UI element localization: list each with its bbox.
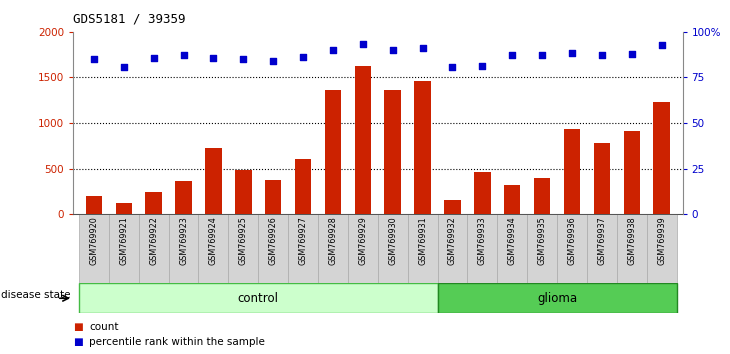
Point xyxy=(656,42,667,47)
Bar xyxy=(653,102,670,214)
Bar xyxy=(467,214,497,283)
Text: control: control xyxy=(238,292,279,305)
Point xyxy=(507,52,518,57)
Text: GSM769923: GSM769923 xyxy=(179,216,188,265)
Bar xyxy=(318,214,348,283)
Bar xyxy=(617,214,647,283)
Bar xyxy=(79,283,437,313)
Point xyxy=(148,56,160,61)
Bar xyxy=(564,130,580,214)
Text: percentile rank within the sample: percentile rank within the sample xyxy=(89,337,265,347)
Point xyxy=(297,55,309,60)
Bar xyxy=(415,81,431,214)
Text: GSM769929: GSM769929 xyxy=(358,216,367,265)
Text: GSM769931: GSM769931 xyxy=(418,216,427,265)
Point xyxy=(626,51,637,57)
Text: ■: ■ xyxy=(73,322,82,332)
Text: count: count xyxy=(89,322,118,332)
Point xyxy=(417,45,429,51)
Bar xyxy=(593,143,610,214)
Text: GSM769928: GSM769928 xyxy=(328,216,337,265)
Point xyxy=(237,56,249,62)
Bar xyxy=(587,214,617,283)
Text: GDS5181 / 39359: GDS5181 / 39359 xyxy=(73,12,185,25)
Bar xyxy=(437,214,467,283)
Text: ■: ■ xyxy=(73,337,82,347)
Bar xyxy=(325,90,341,214)
Bar xyxy=(79,214,109,283)
Text: disease state: disease state xyxy=(1,290,71,300)
Bar xyxy=(437,283,677,313)
Text: GSM769925: GSM769925 xyxy=(239,216,247,265)
Bar xyxy=(169,214,199,283)
Point xyxy=(387,47,399,53)
Bar xyxy=(85,196,102,214)
Bar xyxy=(145,192,162,214)
Text: GSM769922: GSM769922 xyxy=(149,216,158,265)
Bar xyxy=(474,172,491,214)
Bar xyxy=(504,185,520,214)
Point xyxy=(477,64,488,69)
Bar xyxy=(445,200,461,214)
Bar xyxy=(228,214,258,283)
Text: GSM769924: GSM769924 xyxy=(209,216,218,265)
Bar xyxy=(534,178,550,214)
Point xyxy=(207,56,219,61)
Bar xyxy=(175,181,192,214)
Bar xyxy=(647,214,677,283)
Text: GSM769939: GSM769939 xyxy=(657,216,666,265)
Point xyxy=(267,58,279,64)
Bar xyxy=(258,214,288,283)
Bar xyxy=(295,159,311,214)
Text: glioma: glioma xyxy=(537,292,577,305)
Text: GSM769938: GSM769938 xyxy=(627,216,637,265)
Bar xyxy=(115,203,132,214)
Point xyxy=(118,64,130,70)
Point xyxy=(88,56,100,62)
Bar xyxy=(288,214,318,283)
Bar xyxy=(205,148,222,214)
Bar xyxy=(139,214,169,283)
Text: GSM769934: GSM769934 xyxy=(508,216,517,265)
Bar xyxy=(623,131,640,214)
Text: GSM769935: GSM769935 xyxy=(537,216,547,265)
Bar xyxy=(527,214,557,283)
Bar xyxy=(557,214,587,283)
Point xyxy=(537,52,548,57)
Bar xyxy=(109,214,139,283)
Bar xyxy=(378,214,407,283)
Text: GSM769926: GSM769926 xyxy=(269,216,277,265)
Bar xyxy=(199,214,228,283)
Text: GSM769920: GSM769920 xyxy=(89,216,99,265)
Text: GSM769932: GSM769932 xyxy=(448,216,457,265)
Text: GSM769921: GSM769921 xyxy=(119,216,128,265)
Bar xyxy=(407,214,437,283)
Point xyxy=(357,41,369,46)
Text: GSM769937: GSM769937 xyxy=(597,216,607,265)
Text: GSM769933: GSM769933 xyxy=(478,216,487,265)
Bar xyxy=(235,170,252,214)
Text: GSM769936: GSM769936 xyxy=(567,216,577,265)
Point xyxy=(447,64,458,70)
Bar xyxy=(385,90,401,214)
Point xyxy=(327,47,339,53)
Point xyxy=(596,52,607,57)
Text: GSM769927: GSM769927 xyxy=(299,216,307,265)
Bar xyxy=(497,214,527,283)
Bar xyxy=(348,214,378,283)
Bar xyxy=(265,179,281,214)
Bar xyxy=(355,67,371,214)
Point xyxy=(177,52,189,57)
Point xyxy=(566,50,578,56)
Text: GSM769930: GSM769930 xyxy=(388,216,397,265)
